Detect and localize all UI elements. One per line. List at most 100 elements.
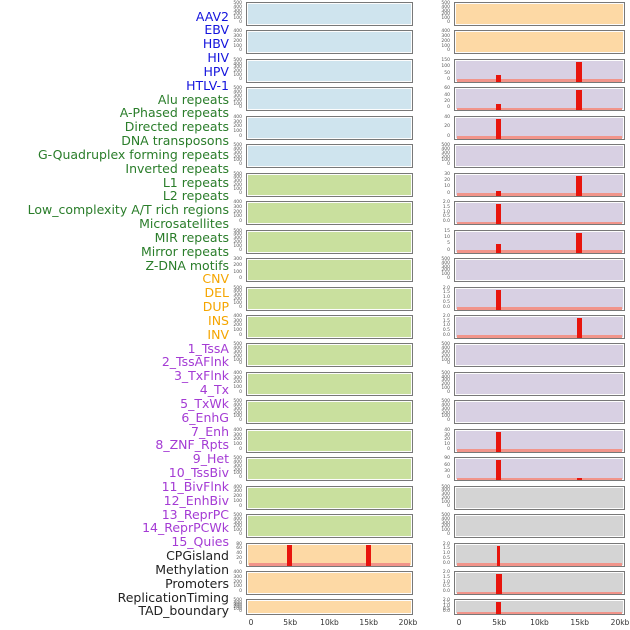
signal-peak-bar bbox=[495, 574, 502, 594]
feature-panel bbox=[246, 571, 413, 595]
y-tick-label: 100 bbox=[441, 64, 450, 70]
y-tick-label: 0 bbox=[447, 503, 450, 509]
y-tick-label: 200 bbox=[441, 38, 450, 44]
y-tick-label: 0 bbox=[447, 276, 450, 282]
y-tick-label: 400 bbox=[233, 29, 242, 35]
feature-panel bbox=[454, 172, 625, 197]
feature-label: MIR repeats bbox=[154, 229, 229, 245]
y-tick-label: 0 bbox=[239, 332, 242, 338]
signal-peak-bar bbox=[496, 431, 502, 452]
feature-label: HIV bbox=[207, 50, 229, 65]
y-tick-label: 0.0 bbox=[442, 332, 450, 338]
y-tick-label: 100 bbox=[233, 269, 242, 275]
y-tick-label: 300 bbox=[441, 264, 450, 270]
y-axis-tick-labels: 500 400 300 200 100 0 bbox=[408, 400, 452, 424]
feature-label: 6_EnhG bbox=[181, 409, 229, 425]
signal-peak-bar bbox=[576, 61, 583, 82]
y-tick-label: 100 bbox=[233, 158, 242, 164]
y-tick-label: 300 bbox=[233, 406, 242, 412]
y-axis-tick-labels: 60 40 20 0 bbox=[408, 87, 452, 111]
y-tick-label: 0 bbox=[447, 133, 450, 139]
y-tick-label: 100 bbox=[233, 300, 242, 306]
y-tick-label: 200 bbox=[441, 154, 450, 160]
y-tick-label: 100 bbox=[441, 499, 450, 505]
signal-peak-bar bbox=[496, 104, 502, 111]
y-axis-tick-labels: 400 300 200 100 0 bbox=[200, 115, 244, 140]
y-tick-label: 1.0 bbox=[442, 603, 450, 609]
feature-label: 8_ZNF_Rpts bbox=[155, 437, 229, 453]
signal-baseline bbox=[456, 611, 622, 615]
y-tick-label: 2.0 bbox=[442, 285, 450, 291]
y-tick-label: 100 bbox=[233, 43, 242, 49]
y-tick-label: 90 bbox=[444, 456, 450, 462]
y-axis-tick-labels: 2.0 1.5 1.0 0.5 0.0 bbox=[408, 201, 452, 225]
y-axis-tick-labels: 400 300 200 100 0 bbox=[200, 30, 244, 54]
feature-label: ReplicationTiming bbox=[117, 589, 229, 605]
y-tick-label: 200 bbox=[441, 353, 450, 359]
y-tick-label: 100 bbox=[441, 414, 450, 420]
x-tick-label: 15kb bbox=[359, 618, 379, 627]
y-tick-label: 0 bbox=[239, 105, 242, 111]
y-tick-label: 200 bbox=[233, 69, 242, 75]
y-axis-tick-labels: 80 60 40 20 0 bbox=[200, 541, 244, 567]
feature-label: INV bbox=[207, 326, 229, 342]
feature-panel bbox=[454, 58, 625, 83]
feature-panel bbox=[246, 30, 413, 55]
feature-panel bbox=[454, 428, 625, 453]
y-tick-label: 400 bbox=[233, 427, 242, 433]
y-tick-label: 100 bbox=[441, 43, 450, 49]
feature-label: L1 repeats bbox=[162, 174, 229, 190]
feature-label: DEL bbox=[204, 285, 230, 301]
y-tick-label: 100 bbox=[441, 16, 450, 22]
feature-panel bbox=[246, 115, 413, 140]
feature-label: A-Phased repeats bbox=[119, 105, 229, 121]
y-tick-label: 0.5 bbox=[442, 328, 450, 334]
y-tick-label: 0 bbox=[239, 446, 242, 452]
feature-label: AAV2 bbox=[195, 8, 229, 24]
y-tick-label: 100 bbox=[233, 101, 242, 107]
y-tick-label: 500 bbox=[233, 228, 242, 234]
y-tick-label: 10 bbox=[444, 234, 450, 240]
feature-label: EBV bbox=[204, 22, 229, 38]
y-tick-label: 100 bbox=[233, 243, 242, 249]
y-tick-label: 0.0 bbox=[442, 609, 450, 615]
y-tick-label: 400 bbox=[233, 4, 242, 10]
y-tick-label: 200 bbox=[233, 605, 242, 611]
x-tick-label: 20kb bbox=[398, 618, 418, 627]
y-tick-label: 0 bbox=[447, 190, 450, 196]
y-tick-label: 300 bbox=[233, 293, 242, 299]
y-tick-label: 0.0 bbox=[442, 589, 450, 594]
feature-panel bbox=[454, 30, 625, 55]
feature-panel bbox=[246, 485, 413, 510]
y-tick-label: 300 bbox=[441, 492, 450, 498]
y-tick-label: 2.0 bbox=[442, 598, 450, 604]
feature-label: 4_Tx bbox=[199, 382, 229, 398]
y-axis-tick-labels: 500 400 300 200 100 0 bbox=[200, 286, 244, 311]
y-axis-tick-labels: 500 400 300 200 100 0 bbox=[200, 58, 244, 83]
signal-baseline bbox=[456, 563, 622, 566]
signal-peak-bar bbox=[576, 478, 582, 481]
feature-panel bbox=[454, 400, 625, 425]
y-axis-tick-labels: 15 10 5 0 bbox=[408, 228, 452, 254]
y-tick-label: 300 bbox=[233, 93, 242, 99]
signal-baseline bbox=[456, 221, 622, 225]
feature-label: 11_BivFlnk bbox=[161, 478, 229, 494]
y-tick-label: 200 bbox=[233, 410, 242, 416]
y-tick-label: 80 bbox=[236, 541, 242, 547]
y-tick-label: 100 bbox=[441, 158, 450, 164]
y-tick-label: 100 bbox=[233, 498, 242, 504]
y-tick-label: 15 bbox=[444, 228, 450, 234]
feature-label: Mirror repeats bbox=[140, 243, 229, 259]
y-tick-label: 200 bbox=[441, 524, 450, 530]
y-axis-tick-labels: 500 400 300 200 100 0 bbox=[408, 514, 452, 538]
y-axis-tick-labels: 500 400 300 200 100 0 bbox=[200, 400, 244, 424]
y-tick-label: 300 bbox=[233, 489, 242, 495]
y-tick-label: 400 bbox=[233, 232, 242, 238]
signal-peak-bar bbox=[496, 602, 502, 615]
feature-panel bbox=[454, 343, 625, 368]
y-tick-label: 0 bbox=[447, 105, 450, 111]
y-tick-label: 1.0 bbox=[442, 295, 450, 300]
y-axis-tick-labels: 30 20 10 0 bbox=[408, 172, 452, 197]
feature-label: Alu repeats bbox=[157, 91, 229, 107]
feature-label: Z-DNA motifs bbox=[145, 257, 229, 273]
